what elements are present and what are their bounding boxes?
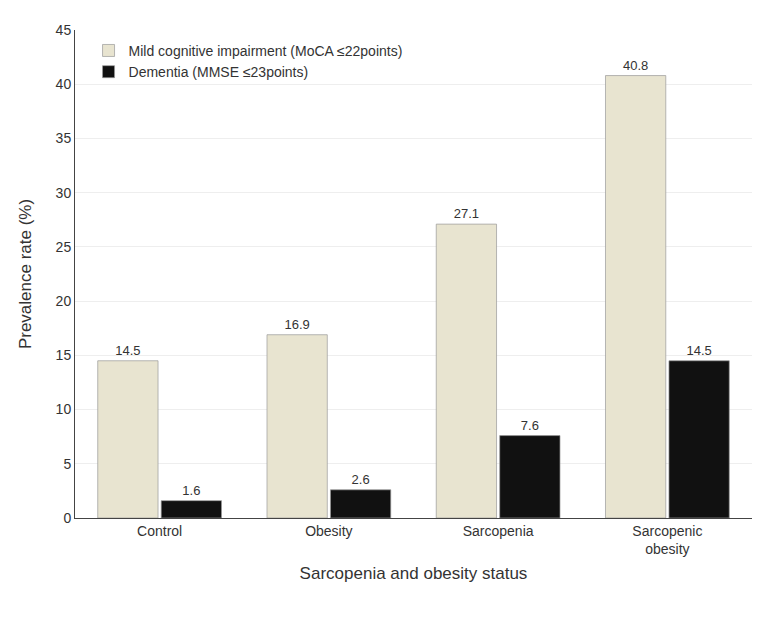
svg-text:5: 5 [63,456,71,472]
svg-text:Sarcopenicobesity: Sarcopenicobesity [632,523,702,557]
svg-text:2.6: 2.6 [352,472,370,487]
svg-text:40: 40 [56,76,72,92]
svg-text:15: 15 [56,347,72,363]
svg-text:Control: Control [137,523,182,539]
svg-text:40.8: 40.8 [623,58,648,73]
svg-text:0: 0 [63,510,71,526]
svg-text:Sarcopenia: Sarcopenia [463,523,534,539]
svg-text:Dementia (MMSE ≤23points): Dementia (MMSE ≤23points) [129,64,309,80]
svg-text:35: 35 [56,130,72,146]
svg-text:Obesity: Obesity [305,523,352,539]
svg-text:Prevalence rate (%): Prevalence rate (%) [16,199,35,349]
svg-text:Mild cognitive impairment (MoC: Mild cognitive impairment (MoCA ≤22point… [129,43,403,59]
svg-text:25: 25 [56,239,72,255]
svg-text:27.1: 27.1 [454,206,479,221]
svg-text:30: 30 [56,185,72,201]
svg-text:1.6: 1.6 [182,483,200,498]
svg-text:45: 45 [56,22,72,38]
svg-text:7.6: 7.6 [521,418,539,433]
svg-text:Sarcopenia and obesity status: Sarcopenia and obesity status [300,564,528,583]
svg-text:14.5: 14.5 [115,343,140,358]
svg-text:20: 20 [56,293,72,309]
svg-text:10: 10 [56,401,72,417]
svg-text:14.5: 14.5 [686,343,711,358]
svg-text:16.9: 16.9 [284,317,309,332]
